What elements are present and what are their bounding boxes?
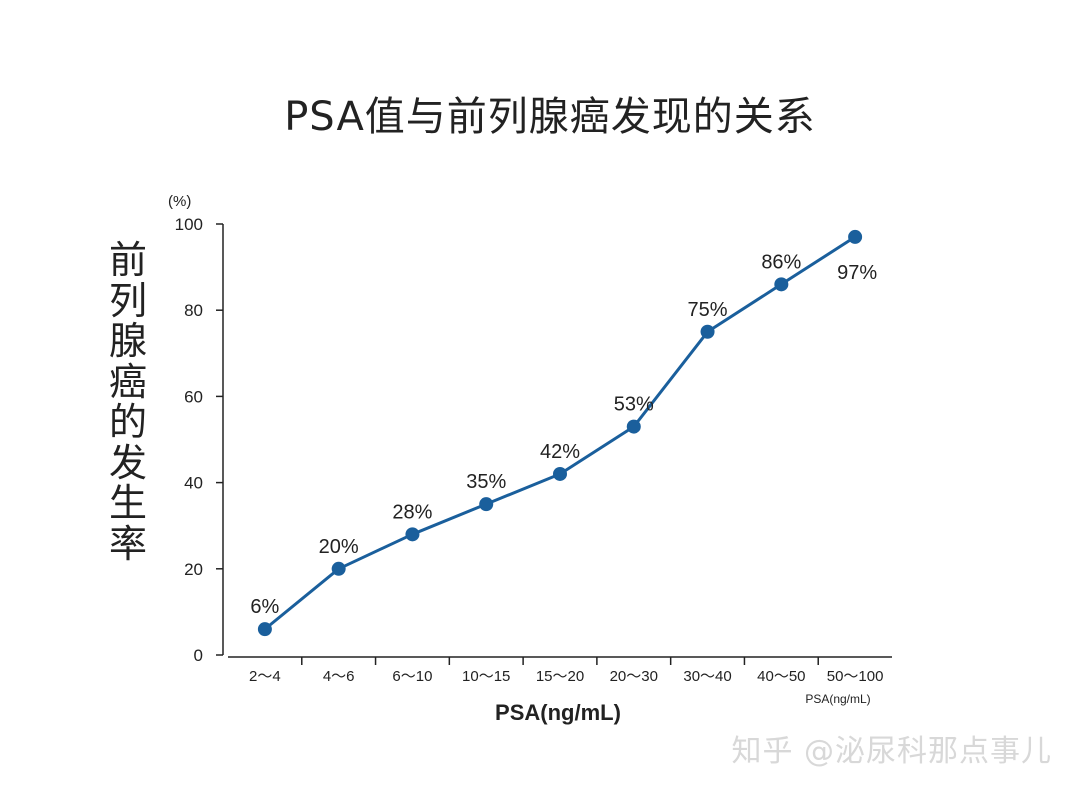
data-point [331, 561, 346, 576]
x-axis-unit: PSA(ng/mL) [805, 692, 870, 706]
y-tick-label: 80 [184, 301, 203, 320]
data-label: 6% [250, 596, 279, 618]
y-axis-label: 前列腺癌的发生率 [108, 238, 147, 566]
data-point [774, 277, 789, 292]
data-point [848, 229, 863, 244]
y-tick-label: 0 [194, 646, 203, 665]
y-tick-label: 100 [175, 215, 203, 234]
data-label: 75% [688, 299, 728, 321]
watermark: 知乎 @泌尿科那点事儿 [731, 734, 1052, 769]
data-label: 53% [614, 394, 654, 416]
y-tick-label: 60 [184, 387, 203, 406]
data-point [405, 527, 420, 542]
data-label: 42% [540, 441, 580, 463]
data-label: 97% [837, 262, 877, 284]
x-tick-label: 50～100 [827, 668, 884, 685]
x-tick-label: 30～40 [683, 668, 731, 685]
data-label: 35% [466, 471, 506, 493]
y-tick-label: 40 [184, 474, 203, 493]
x-tick-label: 2～4 [249, 668, 281, 685]
x-tick-label: 40～50 [757, 668, 805, 685]
y-tick-label: 20 [184, 560, 203, 579]
series-line [263, 235, 856, 631]
data-label: 86% [761, 251, 801, 273]
x-tick-label: 4～6 [323, 668, 355, 685]
data-label: 28% [392, 501, 432, 523]
y-axis-unit: (%) [168, 193, 191, 210]
data-label: 20% [319, 536, 359, 558]
data-point [257, 622, 272, 637]
data-point [626, 419, 641, 434]
x-tick-label: 10～15 [462, 668, 510, 685]
x-tick-label: 20～30 [610, 668, 658, 685]
x-tick-label: 15～20 [536, 668, 584, 685]
data-point [479, 497, 494, 512]
data-point [700, 324, 715, 339]
x-tick-label: 6～10 [392, 668, 432, 685]
chart-title: PSA值与前列腺癌发现的关系 [284, 94, 816, 140]
data-point [553, 466, 567, 481]
x-axis-label: PSA(ng/mL) [495, 700, 621, 725]
